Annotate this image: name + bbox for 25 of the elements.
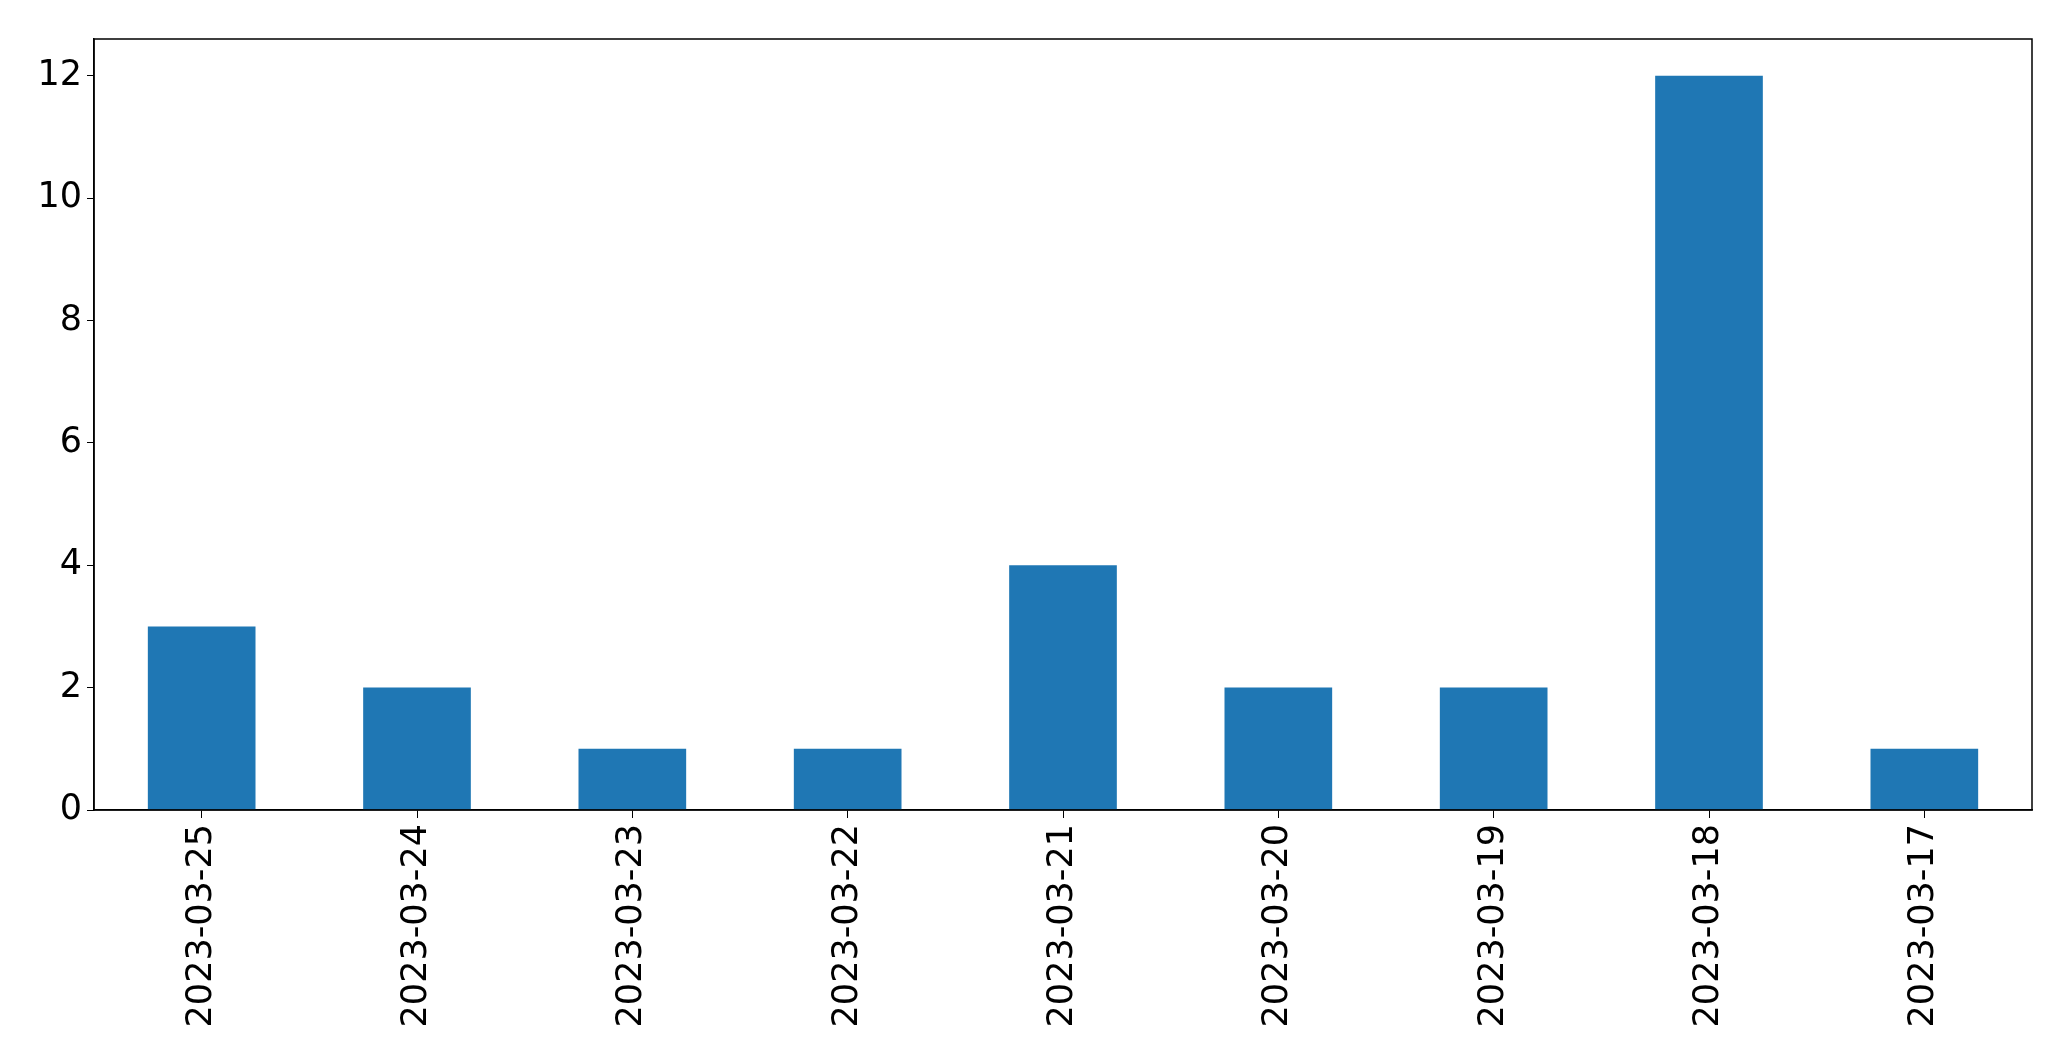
y-tick-label: 2	[59, 664, 82, 705]
bar	[1009, 565, 1117, 810]
x-tick-label: 2023-03-22	[824, 824, 865, 1028]
bar	[1655, 75, 1763, 810]
bar	[1870, 748, 1979, 810]
y-tick-label: 10	[37, 175, 82, 216]
x-tick-label: 2023-03-24	[394, 824, 435, 1028]
bar	[793, 748, 902, 810]
y-tick-label: 0	[59, 787, 82, 828]
bar	[578, 748, 687, 810]
x-tick-label: 2023-03-21	[1040, 824, 1081, 1028]
x-tick-label: 2023-03-25	[178, 824, 219, 1028]
x-tick-label: 2023-03-19	[1470, 824, 1511, 1028]
x-tick-label: 2023-03-18	[1686, 824, 1727, 1028]
bar	[1439, 687, 1548, 810]
y-tick-label: 6	[59, 419, 82, 460]
bar	[147, 626, 256, 810]
bar	[1224, 687, 1333, 810]
x-tick-label: 2023-03-23	[609, 824, 650, 1028]
y-tick-label: 8	[59, 297, 82, 338]
bar	[363, 687, 471, 810]
y-tick-label: 4	[59, 542, 82, 583]
x-tick-label: 2023-03-17	[1901, 824, 1942, 1028]
y-tick-label: 12	[37, 52, 82, 93]
x-tick-label: 2023-03-20	[1255, 824, 1296, 1028]
